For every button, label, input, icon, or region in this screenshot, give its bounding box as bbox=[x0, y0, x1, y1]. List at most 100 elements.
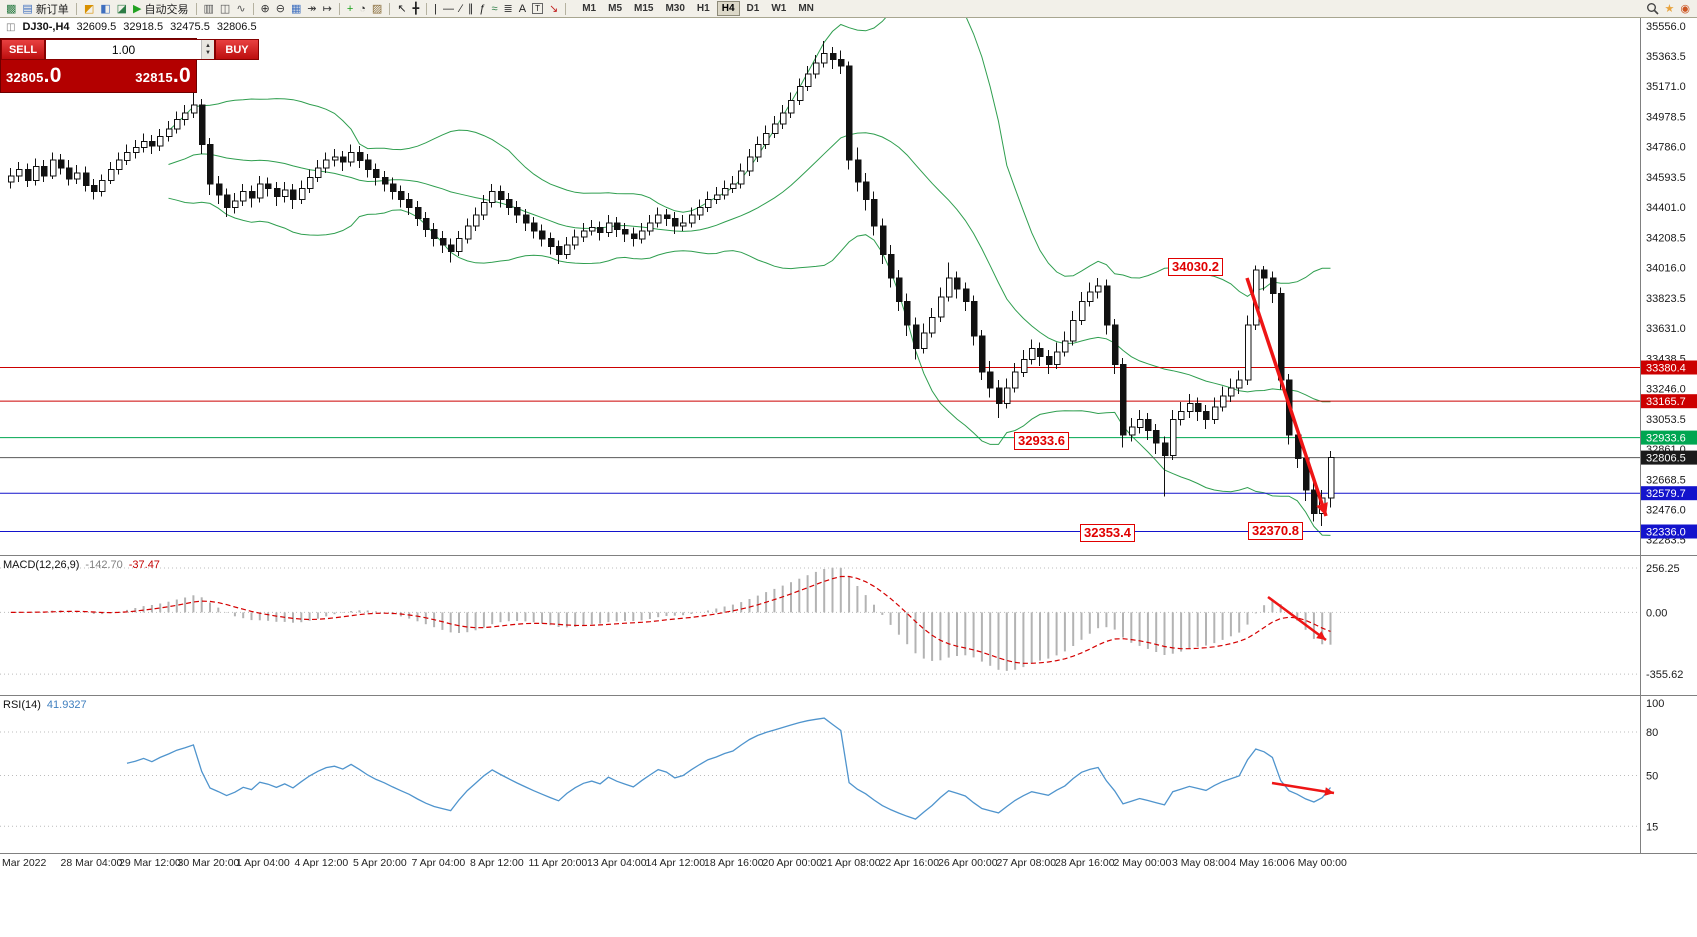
periods-icon[interactable]: ◔ bbox=[356, 1, 369, 17]
svg-text:50: 50 bbox=[1646, 771, 1658, 783]
candlestick-chart-icon[interactable]: ◫ bbox=[217, 1, 233, 17]
arrows-icon[interactable]: ↘ bbox=[546, 1, 561, 17]
volume-input[interactable] bbox=[46, 40, 201, 59]
chart-area: 35556.0 35363.5 35171.0 34978.5 34786.0 34593… bbox=[0, 18, 1697, 937]
price-annotation[interactable]: 34030.2 bbox=[1168, 258, 1223, 276]
toolbar-separator bbox=[75, 2, 77, 15]
trend-arrow-head bbox=[1316, 502, 1328, 516]
rsi-panel[interactable]: 100 80 50 15 bbox=[0, 695, 1697, 853]
zoom-in-icon: ⊕ bbox=[260, 2, 270, 15]
trend-arrow[interactable] bbox=[1245, 277, 1328, 517]
bar-chart-icon[interactable]: ▥ bbox=[201, 1, 217, 17]
cursor-icon[interactable]: ↖ bbox=[394, 1, 409, 17]
timeframe-m1-button[interactable]: M1 bbox=[582, 3, 597, 14]
channel-icon[interactable]: ∥ bbox=[465, 1, 477, 17]
time-axis[interactable]: Mar 2022 28 Mar 04:00 29 Mar 12:00 30 Mar 2… bbox=[0, 853, 1697, 876]
vertical-line-icon[interactable]: | bbox=[431, 1, 440, 17]
price-badge: 33380.4 bbox=[1641, 360, 1697, 375]
time-axis-label: 4 May 16:00 bbox=[1230, 857, 1289, 869]
svg-text:256.25: 256.25 bbox=[1646, 563, 1680, 575]
toolbar-separator bbox=[565, 2, 567, 15]
new-order-button[interactable]: ▤ 新订单 bbox=[19, 1, 71, 17]
price-badge: 32336.0 bbox=[1641, 524, 1697, 539]
time-axis-label: 6 May 00:00 bbox=[1289, 857, 1347, 869]
crosshair-icon[interactable]: ╋ bbox=[410, 1, 423, 17]
buy-button[interactable]: BUY bbox=[215, 39, 259, 60]
text-icon[interactable]: A bbox=[516, 1, 529, 17]
favorites-icon[interactable]: ★ bbox=[1664, 3, 1675, 15]
new-order-button-label: 新订单 bbox=[35, 3, 69, 16]
timeframe-d1-button[interactable]: D1 bbox=[746, 3, 760, 14]
line-chart-icon[interactable]: ∿ bbox=[233, 1, 248, 17]
trend-arrow[interactable] bbox=[1271, 781, 1335, 795]
auto-scroll-icon[interactable]: ↠ bbox=[304, 1, 319, 17]
price-scale[interactable]: 35556.0 35363.5 35171.0 34978.5 34786.0 34593… bbox=[1640, 18, 1697, 555]
high-value: 32918.5 bbox=[123, 21, 164, 33]
price-annotation[interactable]: 32353.4 bbox=[1080, 524, 1135, 542]
price-annotation[interactable]: 32370.8 bbox=[1248, 522, 1303, 540]
sell-price: 32805.0 bbox=[6, 64, 62, 87]
svg-text:-355.62: -355.62 bbox=[1646, 669, 1683, 681]
svg-text:35171.0: 35171.0 bbox=[1646, 81, 1686, 93]
volume-down-icon[interactable]: ▼ bbox=[205, 49, 211, 56]
shapes-icon[interactable]: ≈ bbox=[488, 1, 500, 17]
svg-text:32668.5: 32668.5 bbox=[1646, 474, 1686, 486]
timeframe-h4-button[interactable]: H4 bbox=[716, 1, 740, 16]
time-axis-label: 21 Apr 08:00 bbox=[821, 857, 881, 869]
toolbar-separator bbox=[389, 2, 391, 15]
buy-price: 32815.0 bbox=[135, 64, 191, 87]
fibonacci-icon[interactable]: ƒ bbox=[476, 1, 488, 17]
zoom-out-icon[interactable]: ⊖ bbox=[273, 1, 288, 17]
crosshair-icon: ╋ bbox=[412, 2, 420, 15]
price-chart[interactable]: 35556.0 35363.5 35171.0 34978.5 34786.0 34593… bbox=[0, 18, 1697, 555]
ohlc-readout: ◫ DJ30-,H4 32609.5 32918.5 32475.5 32806… bbox=[6, 21, 257, 33]
chart-shift-icon: ↦ bbox=[322, 2, 332, 15]
data-window-icon[interactable]: ◧ bbox=[97, 1, 113, 17]
timeframe-mn-button[interactable]: MN bbox=[798, 3, 814, 14]
macd-panel[interactable]: 256.25 0.00 -355.62 bbox=[0, 555, 1697, 695]
autotrading-button: ▶ bbox=[133, 2, 142, 15]
text-label-icon[interactable]: T bbox=[529, 1, 546, 17]
trendline-icon[interactable]: ∕ bbox=[457, 1, 465, 17]
time-axis-label: 20 Apr 00:00 bbox=[762, 857, 823, 869]
svg-text:32336.0: 32336.0 bbox=[1646, 527, 1686, 539]
timeframe-m15-button[interactable]: M15 bbox=[634, 3, 654, 14]
zoom-in-icon[interactable]: ⊕ bbox=[258, 1, 273, 17]
timeframe-h1-button[interactable]: H1 bbox=[696, 3, 710, 14]
timeframe-w1-button[interactable]: W1 bbox=[771, 3, 787, 14]
autotrading-button[interactable]: ▶ 自动交易 bbox=[130, 1, 191, 17]
horizontal-line-icon[interactable]: — bbox=[440, 1, 457, 17]
grid-icon[interactable]: ≣ bbox=[501, 1, 516, 17]
new-chart-icon[interactable]: ▩ bbox=[3, 1, 19, 17]
volume-up-icon[interactable]: ▲ bbox=[205, 42, 211, 49]
chart-shift-icon[interactable]: ↦ bbox=[320, 1, 335, 17]
cursor-icon: ↖ bbox=[397, 2, 407, 15]
macd-label: MACD(12,26,9) -142.70 -37.47 bbox=[3, 559, 160, 571]
trend-arrow-head bbox=[1324, 787, 1334, 796]
indicators-icon[interactable]: + bbox=[344, 1, 356, 17]
templates-icon[interactable]: ▨ bbox=[369, 1, 385, 17]
time-axis-label: 4 Apr 12:00 bbox=[294, 857, 349, 869]
svg-text:32579.7: 32579.7 bbox=[1646, 488, 1686, 500]
toolbar: ▩ ▤ 新订单 ◩ ◧ ◪ ▶ 自动交易 ▥ ◫ ∿ ⊕ ⊖ ▦ ↠ ↦ + ◔ ▨ ↖ ╋ | — ∕ ∥ ƒ ≈ ≣ A T ↘ M1 M… bbox=[0, 0, 1697, 18]
svg-text:33053.5: 33053.5 bbox=[1646, 414, 1686, 426]
price-badge: 32806.5 bbox=[1641, 450, 1697, 465]
timeframe-m30-button[interactable]: M30 bbox=[665, 3, 685, 14]
horizontal-lines bbox=[0, 366, 1640, 532]
macd-signal-line bbox=[10, 575, 1331, 664]
tile-windows-icon[interactable]: ▦ bbox=[288, 1, 304, 17]
svg-text:34786.0: 34786.0 bbox=[1646, 142, 1686, 154]
navigator-icon[interactable]: ◪ bbox=[114, 1, 130, 17]
rsi-value: 41.9327 bbox=[46, 699, 87, 711]
timeframe-m5-button[interactable]: M5 bbox=[608, 3, 623, 14]
price-annotation[interactable]: 32933.6 bbox=[1014, 432, 1069, 450]
community-icon[interactable]: ◉ bbox=[1680, 3, 1690, 15]
text-label-icon: T bbox=[532, 3, 543, 14]
market-watch-icon[interactable]: ◩ bbox=[81, 1, 97, 17]
search-icon[interactable] bbox=[1646, 2, 1659, 15]
line-chart-icon: ∿ bbox=[236, 2, 246, 15]
svg-text:80: 80 bbox=[1646, 727, 1658, 739]
trend-arrow[interactable] bbox=[1267, 595, 1327, 642]
sell-button[interactable]: SELL bbox=[1, 39, 45, 60]
